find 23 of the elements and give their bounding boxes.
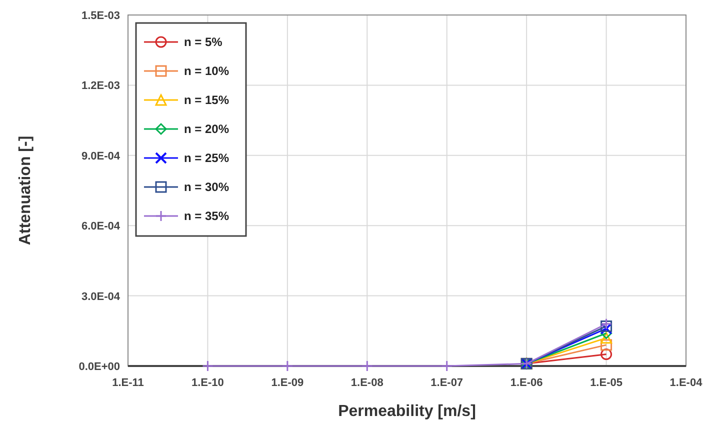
y-tick-label: 9.0E-04 [81, 150, 121, 162]
x-tick-label: 1.E-08 [350, 377, 384, 389]
x-tick-label: 1.E-11 [112, 377, 144, 389]
legend-label: n = 10% [184, 64, 230, 78]
x-tick-label: 1.E-09 [271, 377, 304, 389]
y-tick-label: 3.0E-04 [81, 290, 121, 303]
x-tick-label: 1.E-07 [430, 377, 464, 389]
legend-label: n = 20% [184, 122, 230, 136]
y-tick-label: 1.2E-03 [81, 80, 120, 92]
legend-label: n = 25% [184, 151, 230, 165]
y-tick-label: 1.5E-03 [81, 10, 120, 22]
x-tick-label: 1.E-06 [510, 377, 543, 389]
legend-label: n = 35% [184, 209, 230, 223]
y-tick-label: 6.0E-04 [81, 220, 121, 233]
legend-label: n = 30% [184, 180, 230, 194]
legend-label: n = 5% [184, 35, 223, 49]
x-tick-label: 1.E-05 [590, 377, 622, 389]
x-tick-label: 1.E-10 [192, 377, 224, 389]
y-tick-label: 0.0E+00 [78, 361, 120, 373]
x-tick-label: 1.E-04 [670, 377, 704, 389]
legend-label: n = 15% [184, 93, 230, 107]
y-axis-title: Attenuation [-] [17, 136, 34, 246]
x-axis-title: Permeability [m/s] [338, 403, 476, 420]
